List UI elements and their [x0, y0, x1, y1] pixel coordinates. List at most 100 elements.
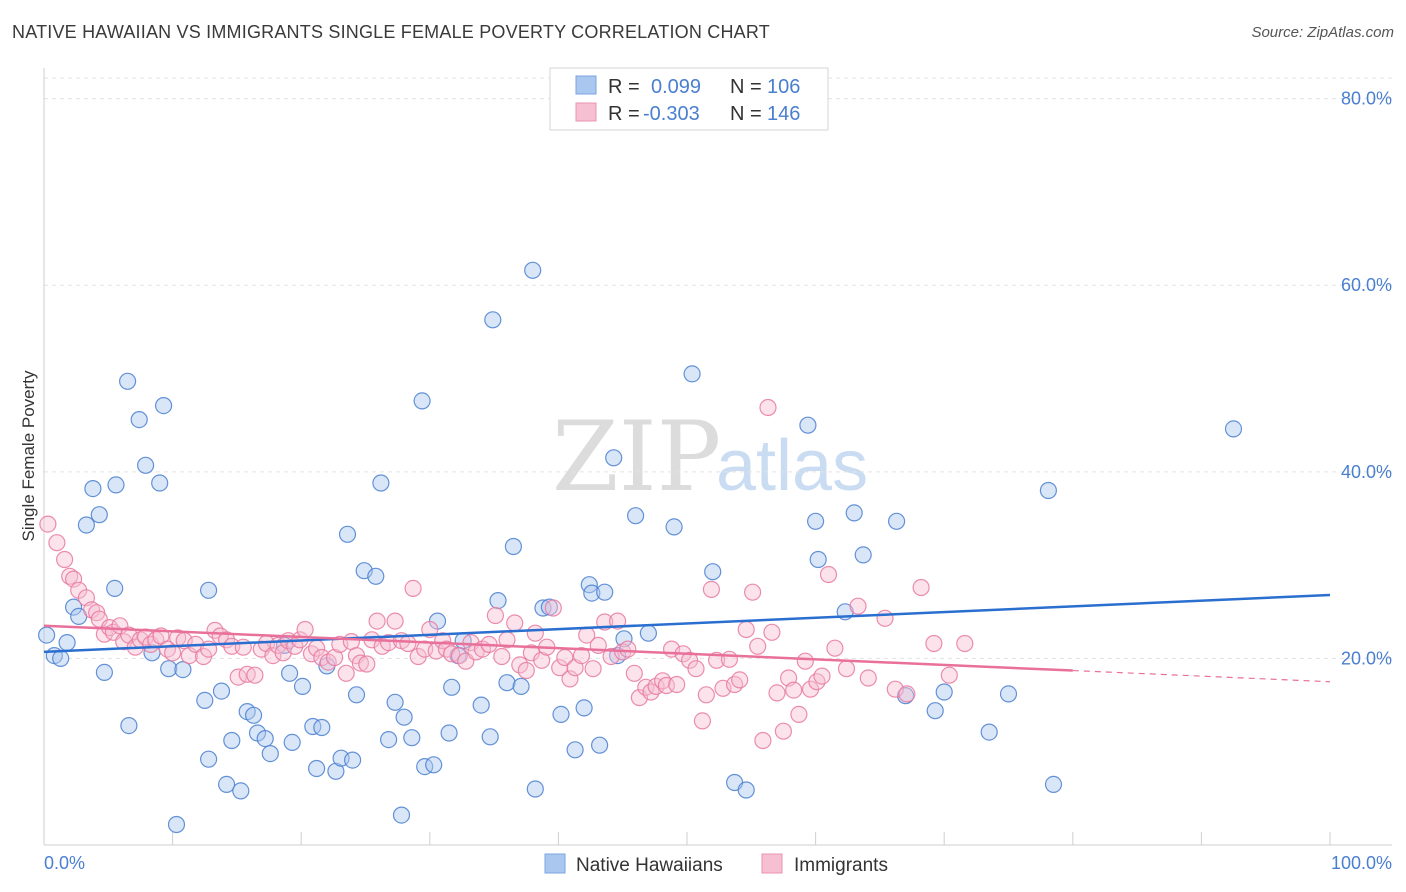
bottom-legend-swatch-blue — [544, 853, 566, 874]
native-hawaiians-point-32 — [256, 729, 274, 748]
immigrants-point-59 — [368, 612, 386, 630]
native-hawaiians-point-8 — [90, 506, 108, 524]
native-hawaiians-point-48 — [367, 567, 385, 585]
native-hawaiians-point-44 — [338, 525, 357, 543]
x-tick-label-min: 0.0% — [44, 853, 85, 873]
immigrants-point-115 — [693, 712, 712, 730]
y-tick-labels: 20.0% 40.0% 60.0% 80.0% — [1341, 89, 1392, 669]
immigrants-point-126 — [754, 731, 772, 750]
native-hawaiians-point-20 — [167, 815, 186, 834]
bottom-legend-label-immigrants: Immigrants — [794, 855, 888, 876]
immigrants-point-53 — [337, 664, 355, 682]
immigrants-points — [39, 398, 974, 750]
native-hawaiians-point-40 — [313, 718, 331, 737]
immigrants-point-64 — [399, 634, 417, 653]
immigrants-point-40 — [264, 646, 282, 665]
native-hawaiians-point-24 — [200, 750, 218, 768]
legend-n-label-2: N = — [730, 103, 762, 125]
native-hawaiians-point-87 — [683, 365, 701, 383]
immigrants-trend-line — [43, 624, 1073, 672]
native-hawaiians-point-11 — [107, 476, 125, 494]
native-hawaiians-point-68 — [504, 537, 523, 556]
native-hawaiians-point-49 — [372, 474, 390, 492]
native-hawaiians-point-74 — [552, 705, 570, 724]
native-hawaiians-point-83 — [615, 630, 633, 648]
trend-lines — [43, 593, 1331, 683]
immigrants-point-137 — [813, 667, 831, 685]
native-hawaiians-point-76 — [575, 699, 593, 717]
native-hawaiians-point-54 — [403, 729, 421, 747]
immigrants-point-142 — [859, 669, 877, 687]
immigrants-point-89 — [544, 599, 562, 617]
immigrants-point-124 — [743, 583, 762, 601]
native-hawaiians-point-97 — [887, 512, 906, 530]
native-hawaiians-point-103 — [1039, 481, 1058, 500]
immigrants-point-127 — [759, 398, 777, 417]
native-hawaiians-point-18 — [155, 397, 173, 415]
native-hawaiians-point-9 — [95, 663, 114, 682]
y-tick-label-80: 80.0% — [1341, 89, 1392, 109]
native-hawaiians-point-10 — [106, 579, 124, 598]
immigrants-point-116 — [697, 686, 715, 704]
native-hawaiians-point-101 — [980, 723, 998, 741]
bottom-legend-label-native-hawaiians: Native Hawaiians — [576, 855, 723, 876]
source-credit: Source: ZipAtlas.com — [1251, 24, 1394, 41]
native-hawaiians-point-50 — [380, 730, 398, 749]
immigrants-point-141 — [849, 597, 867, 615]
immigrants-point-129 — [768, 684, 786, 702]
native-hawaiians-point-78 — [583, 584, 601, 602]
immigrants-point-70 — [434, 632, 452, 650]
native-hawaiians-point-105 — [1224, 420, 1243, 438]
y-tick-label-20: 20.0% — [1341, 648, 1392, 668]
legend-r-label-2: R = — [608, 103, 640, 125]
immigrants-point-117 — [702, 580, 721, 599]
native-hawaiians-point-99 — [926, 702, 944, 720]
native-hawaiians-point-53 — [395, 708, 413, 726]
legend-r-label-1: R = — [608, 76, 640, 98]
immigrants-point-1 — [48, 534, 66, 552]
native-hawaiians-point-39 — [308, 759, 326, 778]
native-hawaiians-point-23 — [196, 691, 214, 710]
native-hawaiians-point-52 — [392, 806, 411, 824]
x-tick-label-max: 100.0% — [1331, 853, 1392, 873]
immigrants-point-37 — [246, 666, 264, 684]
immigrants-point-57 — [358, 655, 376, 673]
legend-r-value-2: -0.303 — [643, 103, 700, 125]
immigrants-point-146 — [912, 578, 930, 597]
axes — [43, 68, 1392, 846]
immigrants-point-79 — [486, 606, 504, 625]
series-legend: Native Hawaiians Immigrants — [544, 853, 888, 876]
native-hawaiians-trend-line — [43, 593, 1331, 654]
native-hawaiians-point-27 — [223, 731, 241, 750]
native-hawaiians-point-67 — [498, 674, 516, 692]
native-hawaiians-point-79 — [590, 736, 609, 754]
native-hawaiians-point-92 — [809, 550, 827, 569]
native-hawaiians-point-21 — [174, 660, 192, 679]
immigrants-point-132 — [785, 681, 803, 699]
native-hawaiians-point-0 — [37, 626, 56, 644]
immigrants-point-148 — [940, 666, 958, 684]
immigrants-point-2 — [55, 550, 74, 569]
native-hawaiians-point-69 — [512, 677, 530, 696]
native-hawaiians-point-81 — [605, 449, 623, 467]
native-hawaiians-point-57 — [425, 756, 443, 774]
immigrants-trend-line-extrapolated — [1072, 669, 1331, 683]
native-hawaiians-point-96 — [854, 546, 872, 564]
immigrants-point-102 — [619, 640, 637, 658]
y-tick-label-60: 60.0% — [1341, 275, 1392, 295]
stats-legend: R = 0.099 N = 106 R = -0.303 N = 146 — [549, 67, 829, 131]
immigrants-point-92 — [561, 670, 579, 688]
immigrants-point-134 — [796, 652, 814, 670]
immigrants-point-143 — [876, 609, 894, 627]
immigrants-point-94 — [572, 646, 591, 665]
immigrants-point-96 — [584, 660, 602, 678]
immigrants-point-0 — [39, 515, 57, 533]
native-hawaiians-point-104 — [1044, 775, 1063, 794]
bottom-legend-swatch-pink — [761, 853, 783, 874]
immigrants-point-86 — [526, 624, 544, 642]
native-hawaiians-point-91 — [799, 416, 817, 434]
native-hawaiians-point-84 — [626, 507, 645, 525]
native-hawaiians-point-71 — [526, 780, 544, 798]
immigrants-point-82 — [506, 614, 524, 632]
immigrants-point-84 — [517, 661, 535, 680]
